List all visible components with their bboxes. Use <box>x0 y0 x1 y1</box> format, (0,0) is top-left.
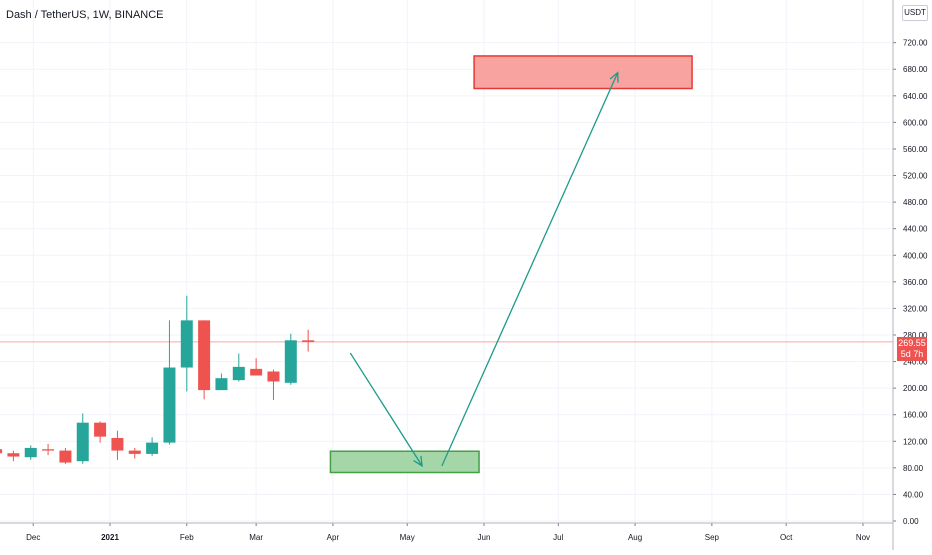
x-tick-label: 2021 <box>101 533 119 542</box>
candle-body <box>180 320 193 368</box>
y-tick-label: 0.00 <box>903 517 919 526</box>
candle-body <box>198 320 211 391</box>
last-price-label: 269.55 5d 7h <box>897 337 927 361</box>
y-tick-label: 40.00 <box>903 490 924 499</box>
candle-body <box>250 368 263 376</box>
candle-body <box>59 450 72 463</box>
y-tick-label: 120.00 <box>903 437 928 446</box>
y-tick-label: 520.00 <box>903 172 928 181</box>
x-tick-label: Aug <box>628 533 642 542</box>
candle-body <box>302 340 315 342</box>
candle <box>180 295 193 392</box>
candle <box>111 430 124 460</box>
candle-body <box>24 447 37 458</box>
y-tick-label: 240.00 <box>903 358 928 367</box>
y-tick-label: 680.00 <box>903 65 928 74</box>
x-tick-label: Mar <box>249 533 263 542</box>
y-tick-label: 440.00 <box>903 225 928 234</box>
symbol-title[interactable]: Dash / TetherUS, 1W, BINANCE <box>6 9 164 21</box>
candle <box>128 447 141 459</box>
x-tick-label: May <box>400 533 415 542</box>
candle <box>232 353 245 382</box>
x-tick-label: Oct <box>780 533 793 542</box>
candle <box>59 447 72 464</box>
y-tick-label: 280.00 <box>903 331 928 340</box>
last-price-value: 269.55 <box>898 338 926 348</box>
candle <box>163 320 176 445</box>
x-tick-label: Feb <box>180 533 194 542</box>
y-tick-label: 640.00 <box>903 92 928 101</box>
candle <box>94 421 107 443</box>
up-arrow[interactable] <box>441 72 619 467</box>
entry-zone[interactable] <box>329 450 480 474</box>
y-tick-label: 600.00 <box>903 118 928 127</box>
y-tick-label: 560.00 <box>903 145 928 154</box>
down-arrow-head <box>413 455 423 468</box>
candle-body <box>0 449 3 454</box>
candle <box>250 358 263 376</box>
candle <box>42 443 55 456</box>
down-arrow[interactable] <box>349 352 423 467</box>
x-tick-label: Nov <box>856 533 870 542</box>
candle <box>146 437 159 456</box>
y-tick-label: 400.00 <box>903 251 928 260</box>
candle <box>302 329 315 352</box>
x-tick-label: Jul <box>553 533 563 542</box>
candle-body <box>232 366 245 381</box>
candles <box>0 295 315 464</box>
y-tick-label: 480.00 <box>903 198 928 207</box>
candle <box>284 333 297 385</box>
x-tick-label: Dec <box>26 533 40 542</box>
bar-countdown: 5d 7h <box>900 349 924 359</box>
candle <box>267 369 280 401</box>
x-tick-label: Sep <box>705 533 720 542</box>
y-tick-label: 360.00 <box>903 278 928 287</box>
candle-body <box>42 449 55 451</box>
y-tick-label: 80.00 <box>903 464 924 473</box>
y-tick-label: 720.00 <box>903 39 928 48</box>
grid <box>0 0 893 523</box>
candle-body <box>215 378 228 391</box>
drawings[interactable] <box>329 55 693 474</box>
target-zone[interactable] <box>473 55 693 90</box>
candle <box>7 450 20 462</box>
currency-badge[interactable]: USDT <box>902 5 928 21</box>
candle <box>24 445 37 460</box>
y-tick-label: 160.00 <box>903 411 928 420</box>
candle-body <box>284 340 297 383</box>
candle-body <box>267 371 280 382</box>
candle <box>215 373 228 391</box>
x-tick-label: Apr <box>327 533 340 542</box>
candle-body <box>7 453 20 457</box>
candle-body <box>146 442 159 454</box>
candle-body <box>76 422 89 462</box>
candle-body <box>163 367 176 443</box>
up-arrow-head <box>609 71 619 83</box>
candle <box>198 320 211 400</box>
y-tick-label: 200.00 <box>903 384 928 393</box>
candle <box>76 413 89 464</box>
candle-body <box>111 437 124 451</box>
y-tick-label: 320.00 <box>903 304 928 313</box>
candle <box>0 449 3 454</box>
candle-body <box>94 422 107 437</box>
x-tick-label: Jun <box>478 533 491 542</box>
candle-body <box>128 450 141 454</box>
